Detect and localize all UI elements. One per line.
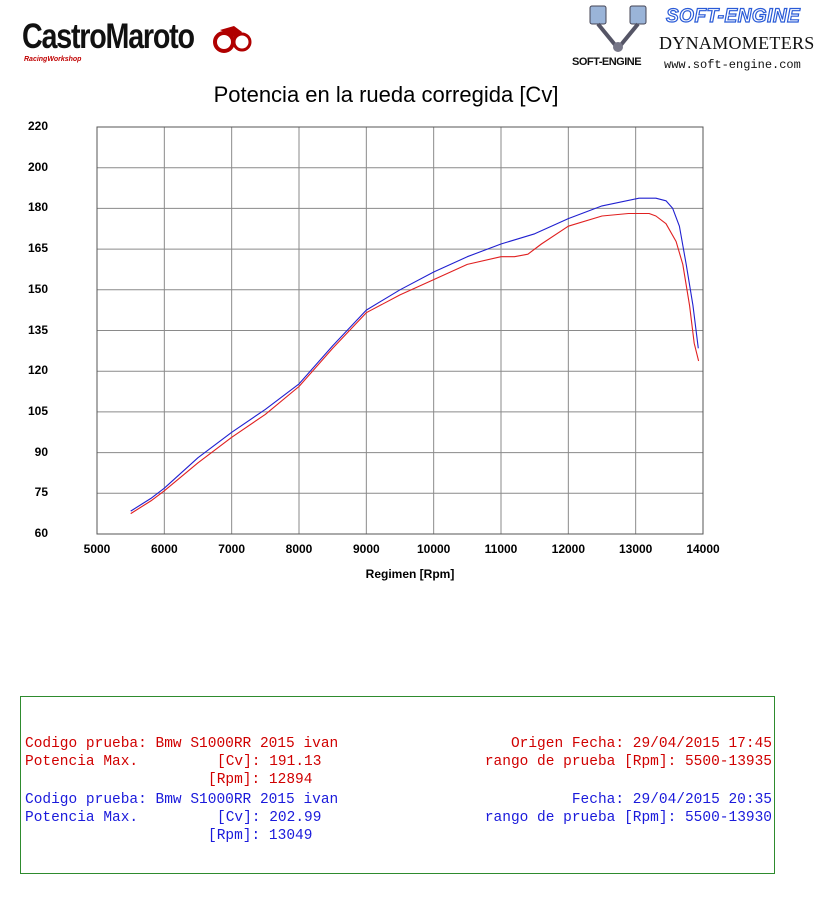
x-axis-label: Regimen [Rpm] [365,567,455,581]
run1-rpm-value: 12894 [268,772,313,788]
run2-fecha: Fecha: 29/04/2015 20:35 [572,791,772,809]
castromaroto-logo: CastroMaroto RacingWorkshop [22,17,252,63]
run2-rpm: [Rpm]: 13049 [208,827,312,845]
run2-fecha-label: Fecha: [571,792,625,808]
y-tick-label: 105 [27,403,48,418]
run2-codigo-label: Codigo prueba: [25,792,147,808]
y-tick-label: 90 [34,444,48,459]
y-tick-label: 120 [27,363,48,378]
motorbike-icon [213,26,252,53]
y-tick-label: 135 [27,322,48,337]
run1-rango: rango de prueba [Rpm]: 5500-13935 [485,753,772,771]
x-tick-label: 14000 [686,542,720,556]
series-line-blue [130,197,699,512]
power-chart [96,126,704,535]
series-line-red [130,212,700,515]
y-tick-label: 75 [34,485,48,500]
run2-fecha-value: 29/04/2015 20:35 [632,792,772,808]
pistons-icon [589,5,647,52]
run2-cv-value: 202.99 [269,810,322,826]
soft-engine-title: SOFT-ENGINE [665,5,801,27]
x-tick-label: 13000 [618,542,653,556]
x-tick-label: 10000 [416,542,451,556]
run1-rpm: [Rpm]: 12894 [208,771,312,789]
run1-cv-value: 191.13 [269,754,322,770]
test-info-box: Codigo prueba: Bmw S1000RR 2015 ivan Pot… [20,696,775,874]
run1-codigo-value: Bmw S1000RR 2015 ivan [155,736,339,752]
run1-cv-label: [Cv]: [217,754,261,770]
x-tick-label: 5000 [83,542,111,556]
soft-engine-logo: SOFT-ENGINE SOFT-ENGINE DYNAMOMETERS www… [570,2,820,74]
run1-codigo: Codigo prueba: Bmw S1000RR 2015 ivan [25,735,338,753]
castromaroto-logo-sub: RacingWorkshop [24,56,82,63]
run2-rango: rango de prueba [Rpm]: 5500-13930 [485,809,772,827]
y-tick-label: 200 [27,159,48,174]
dynamometers-text: DYNAMOMETERS [659,33,815,53]
run2-rango-value: 5500-13930 [684,810,772,826]
x-tick-label: 8000 [285,542,313,556]
run1-rpm-label: [Rpm]: [208,772,261,788]
run2-cv-label: [Cv]: [217,810,261,826]
soft-engine-mark: SOFT-ENGINE [572,56,642,68]
run1-fecha-label: Origen Fecha: [510,736,625,752]
website-text: www.soft-engine.com [664,58,801,72]
x-tick-label: 11000 [484,542,518,556]
run1-potencia-label: Potencia Max. [25,754,139,770]
run2-rpm-label: [Rpm]: [208,828,261,844]
run1-cv: [Cv]: 191.13 [217,753,321,771]
x-tick-label: 6000 [150,542,178,556]
x-tick-label: 12000 [551,542,586,556]
run2-potencia-label: Potencia Max. [25,810,139,826]
run1-rango-value: 5500-13935 [684,754,772,770]
run1-rango-label: rango de prueba [Rpm]: [484,754,677,770]
run2-codigo: Codigo prueba: Bmw S1000RR 2015 ivan [25,791,338,809]
y-tick-label: 180 [27,200,48,215]
y-tick-label: 220 [27,119,48,133]
x-tick-label: 9000 [352,542,380,556]
y-tick-label: 150 [27,281,48,296]
castromaroto-logo-text: CastroMaroto [22,17,195,56]
y-tick-label: 60 [34,526,48,540]
run2-rango-label: rango de prueba [Rpm]: [484,810,677,826]
run1-fecha: Origen Fecha: 29/04/2015 17:45 [511,735,772,753]
run1-fecha-value: 29/04/2015 17:45 [632,736,772,752]
y-tick-label: 165 [27,241,48,256]
chart-title: Potencia en la rueda corregida [Cv] [213,82,559,107]
x-tick-label: 7000 [218,542,245,556]
run2-codigo-value: Bmw S1000RR 2015 ivan [155,792,339,808]
plot-frame [96,126,704,535]
run2-rpm-value: 13049 [268,828,313,844]
run1-codigo-label: Codigo prueba: [25,736,147,752]
run2-cv: [Cv]: 202.99 [217,809,321,827]
